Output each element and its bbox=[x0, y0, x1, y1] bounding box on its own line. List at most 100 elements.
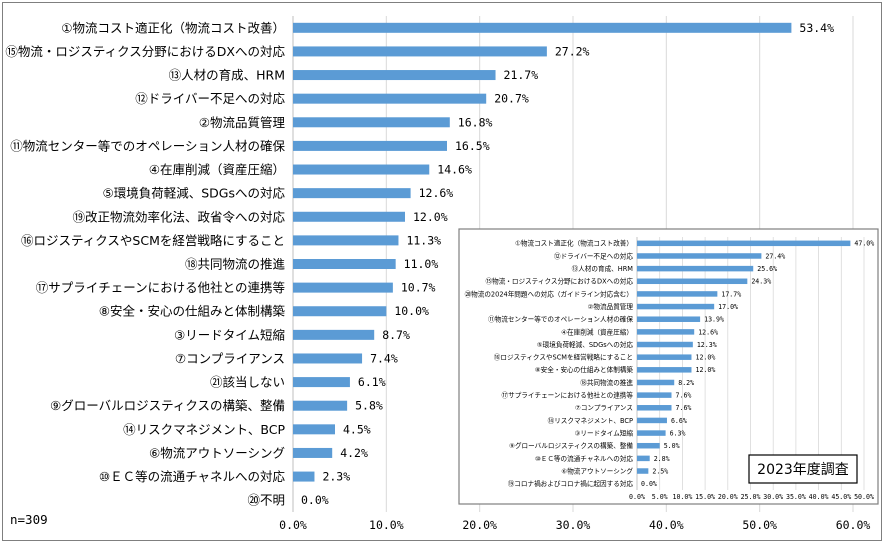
inset-bar bbox=[637, 392, 672, 398]
inset-bar bbox=[637, 442, 660, 449]
sample-size-label: n=309 bbox=[10, 512, 48, 527]
inset-value-label: 6.6% bbox=[671, 417, 687, 425]
main-category-label: ⑪物流センター等でのオペレーション人材の確保 bbox=[10, 138, 285, 153]
inset-bar bbox=[637, 341, 693, 348]
inset-bar bbox=[637, 265, 754, 272]
inset-bar bbox=[637, 303, 715, 310]
inset-category-label: ⑯ロジスティクスやSCMを経営戦略にすること bbox=[494, 353, 633, 362]
main-x-tick-label: 40.0% bbox=[649, 518, 684, 532]
inset-category-label: ⑳物流の2024年問題への対応（ガイドライン対応含む） bbox=[465, 289, 633, 298]
main-category-label: ⑯ロジスティクスやSCMを経営戦略にすること bbox=[21, 233, 285, 248]
inset-category-label: ⑱共同物流の推進 bbox=[580, 378, 633, 387]
main-value-label: 21.7% bbox=[504, 68, 539, 82]
main-value-label: 0.0% bbox=[301, 493, 329, 507]
main-bar bbox=[293, 447, 333, 458]
main-value-label: 16.5% bbox=[455, 139, 490, 153]
inset-value-label: 12.0% bbox=[695, 366, 715, 374]
inset-bar bbox=[637, 316, 701, 322]
main-category-label: ⑰サプライチェーンにおける他社との連携等 bbox=[36, 280, 285, 295]
inset-bar bbox=[637, 468, 649, 474]
inset-value-label: 12.6% bbox=[698, 328, 718, 336]
main-value-label: 4.2% bbox=[340, 446, 368, 460]
inset-bar bbox=[637, 354, 692, 360]
inset-x-tick-label: 20.0% bbox=[718, 493, 738, 501]
inset-value-label: 8.2% bbox=[678, 379, 694, 387]
inset-category-label: ⑫ドライバー不足への対応 bbox=[554, 251, 633, 260]
main-category-label: ④在庫削減（資産圧縮） bbox=[149, 162, 285, 177]
inset-x-tick-label: 50.0% bbox=[854, 493, 874, 501]
main-value-label: 10.7% bbox=[401, 281, 436, 295]
inset-value-label: 0.0% bbox=[641, 480, 657, 488]
main-category-label: ③リードタイム短縮 bbox=[174, 327, 285, 342]
main-bar bbox=[293, 211, 405, 222]
main-x-tick-label: 20.0% bbox=[462, 518, 497, 532]
inset-category-label: ⑩ＥＣ等の流通チャネルへの対応 bbox=[535, 454, 634, 463]
inset-value-label: 47.0% bbox=[854, 240, 874, 248]
main-category-label: ⑬人材の育成、HRM bbox=[169, 68, 285, 83]
inset-x-tick-label: 40.0% bbox=[809, 493, 829, 501]
main-category-label: ⑩ＥＣ等の流通チャネルへの対応 bbox=[99, 469, 286, 484]
main-value-label: 8.7% bbox=[382, 328, 410, 342]
main-bar bbox=[293, 93, 487, 104]
inset-value-label: 25.6% bbox=[757, 265, 777, 273]
inset-value-label: 24.3% bbox=[751, 278, 771, 286]
main-value-label: 16.8% bbox=[458, 115, 493, 129]
main-bar bbox=[293, 306, 387, 317]
inset-category-label: ⑦コンプライアンス bbox=[575, 404, 633, 412]
main-value-label: 4.5% bbox=[343, 422, 371, 436]
main-category-label: ⑳不明 bbox=[247, 493, 285, 508]
inset-category-label: ⑲コロナ禍およびコロナ禍に起因する対応 bbox=[508, 479, 634, 488]
inset-x-tick-label: 30.0% bbox=[763, 493, 783, 501]
inset-category-label: ⑰サプライチェーンにおける他社との連携等 bbox=[502, 391, 634, 400]
inset-category-label: ⑤環境負荷軽減、SDGsへの対応 bbox=[537, 340, 634, 349]
main-bar bbox=[293, 235, 399, 246]
inset-category-label: ③リードタイム短縮 bbox=[574, 428, 633, 437]
main-category-label: ⑤環境負荷軽減、SDGsへの対応 bbox=[103, 186, 286, 201]
main-bar bbox=[293, 400, 348, 411]
inset-value-label: 7.6% bbox=[676, 392, 692, 400]
main-category-label: ⑱共同物流の推進 bbox=[185, 257, 286, 272]
inset-value-label: 17.0% bbox=[718, 303, 738, 311]
main-x-tick-label: 50.0% bbox=[742, 518, 777, 532]
main-value-label: 6.1% bbox=[358, 375, 386, 389]
inset-x-tick-label: 10.0% bbox=[672, 493, 692, 501]
inset-category-label: ①物流コスト適正化（物流コスト改善） bbox=[515, 239, 633, 248]
main-x-tick-label: 10.0% bbox=[369, 518, 404, 532]
inset-chart: 0.0% 5.0% 10.0% 15.0% 20.0% 25.0% 30.0% 35.0% 40… bbox=[458, 228, 879, 505]
inset-category-label: ⑮物流・ロジスティクス分野におけるDXへの対応 bbox=[486, 277, 634, 286]
main-value-label: 27.2% bbox=[555, 44, 590, 58]
main-value-label: 20.7% bbox=[494, 92, 529, 106]
inset-value-label: 2.8% bbox=[654, 455, 670, 463]
inset-value-label: 12.0% bbox=[695, 354, 715, 362]
inset-category-label: ④在庫削減（資産圧縮） bbox=[561, 327, 633, 336]
inset-value-label: 7.6% bbox=[676, 404, 692, 412]
main-bar bbox=[293, 282, 393, 293]
inset-x-tick-label: 45.0% bbox=[831, 493, 851, 501]
main-category-label: ⑨グローバルロジスティクスの構築、整備 bbox=[50, 398, 285, 413]
inset-bar bbox=[637, 291, 718, 297]
main-category-label: ⑧安全・安心の仕組みと体制構築 bbox=[99, 304, 286, 319]
inset-category-label: ⑬人材の育成、HRM bbox=[572, 264, 634, 273]
main-value-label: 11.0% bbox=[404, 257, 439, 271]
main-value-label: 12.0% bbox=[413, 210, 448, 224]
main-category-label: ㉑該当しない bbox=[210, 375, 285, 390]
inset-category-label: ⑪物流センター等でのオペレーション人材の確保 bbox=[488, 315, 633, 324]
inset-category-label: ②物流品質管理 bbox=[588, 302, 634, 311]
main-bar bbox=[293, 164, 430, 175]
inset-category-label: ⑨グローバルロジスティクスの構築、整備 bbox=[509, 441, 633, 450]
main-bar bbox=[293, 424, 335, 435]
main-category-label: ⑫ドライバー不足への対応 bbox=[135, 91, 285, 106]
inset-title: 2023年度調査 bbox=[757, 462, 849, 478]
main-category-label: ②物流品質管理 bbox=[199, 115, 286, 130]
inset-title-box: 2023年度調査 bbox=[748, 454, 858, 484]
main-x-tick-label: 0.0% bbox=[279, 518, 307, 532]
main-category-label: ⑲改正物流効率化法、政省令への対応 bbox=[72, 209, 285, 224]
main-x-tick-label: 30.0% bbox=[556, 518, 591, 532]
inset-value-label: 27.4% bbox=[765, 252, 785, 260]
main-category-label: ①物流コスト適正化（物流コスト改善） bbox=[61, 20, 285, 35]
main-value-label: 2.3% bbox=[322, 470, 350, 484]
inset-category-label: ⑭リスクマネジメント、BCP bbox=[548, 417, 633, 425]
main-value-label: 10.0% bbox=[394, 304, 429, 318]
inset-bar bbox=[637, 417, 667, 424]
main-bar bbox=[293, 377, 350, 388]
